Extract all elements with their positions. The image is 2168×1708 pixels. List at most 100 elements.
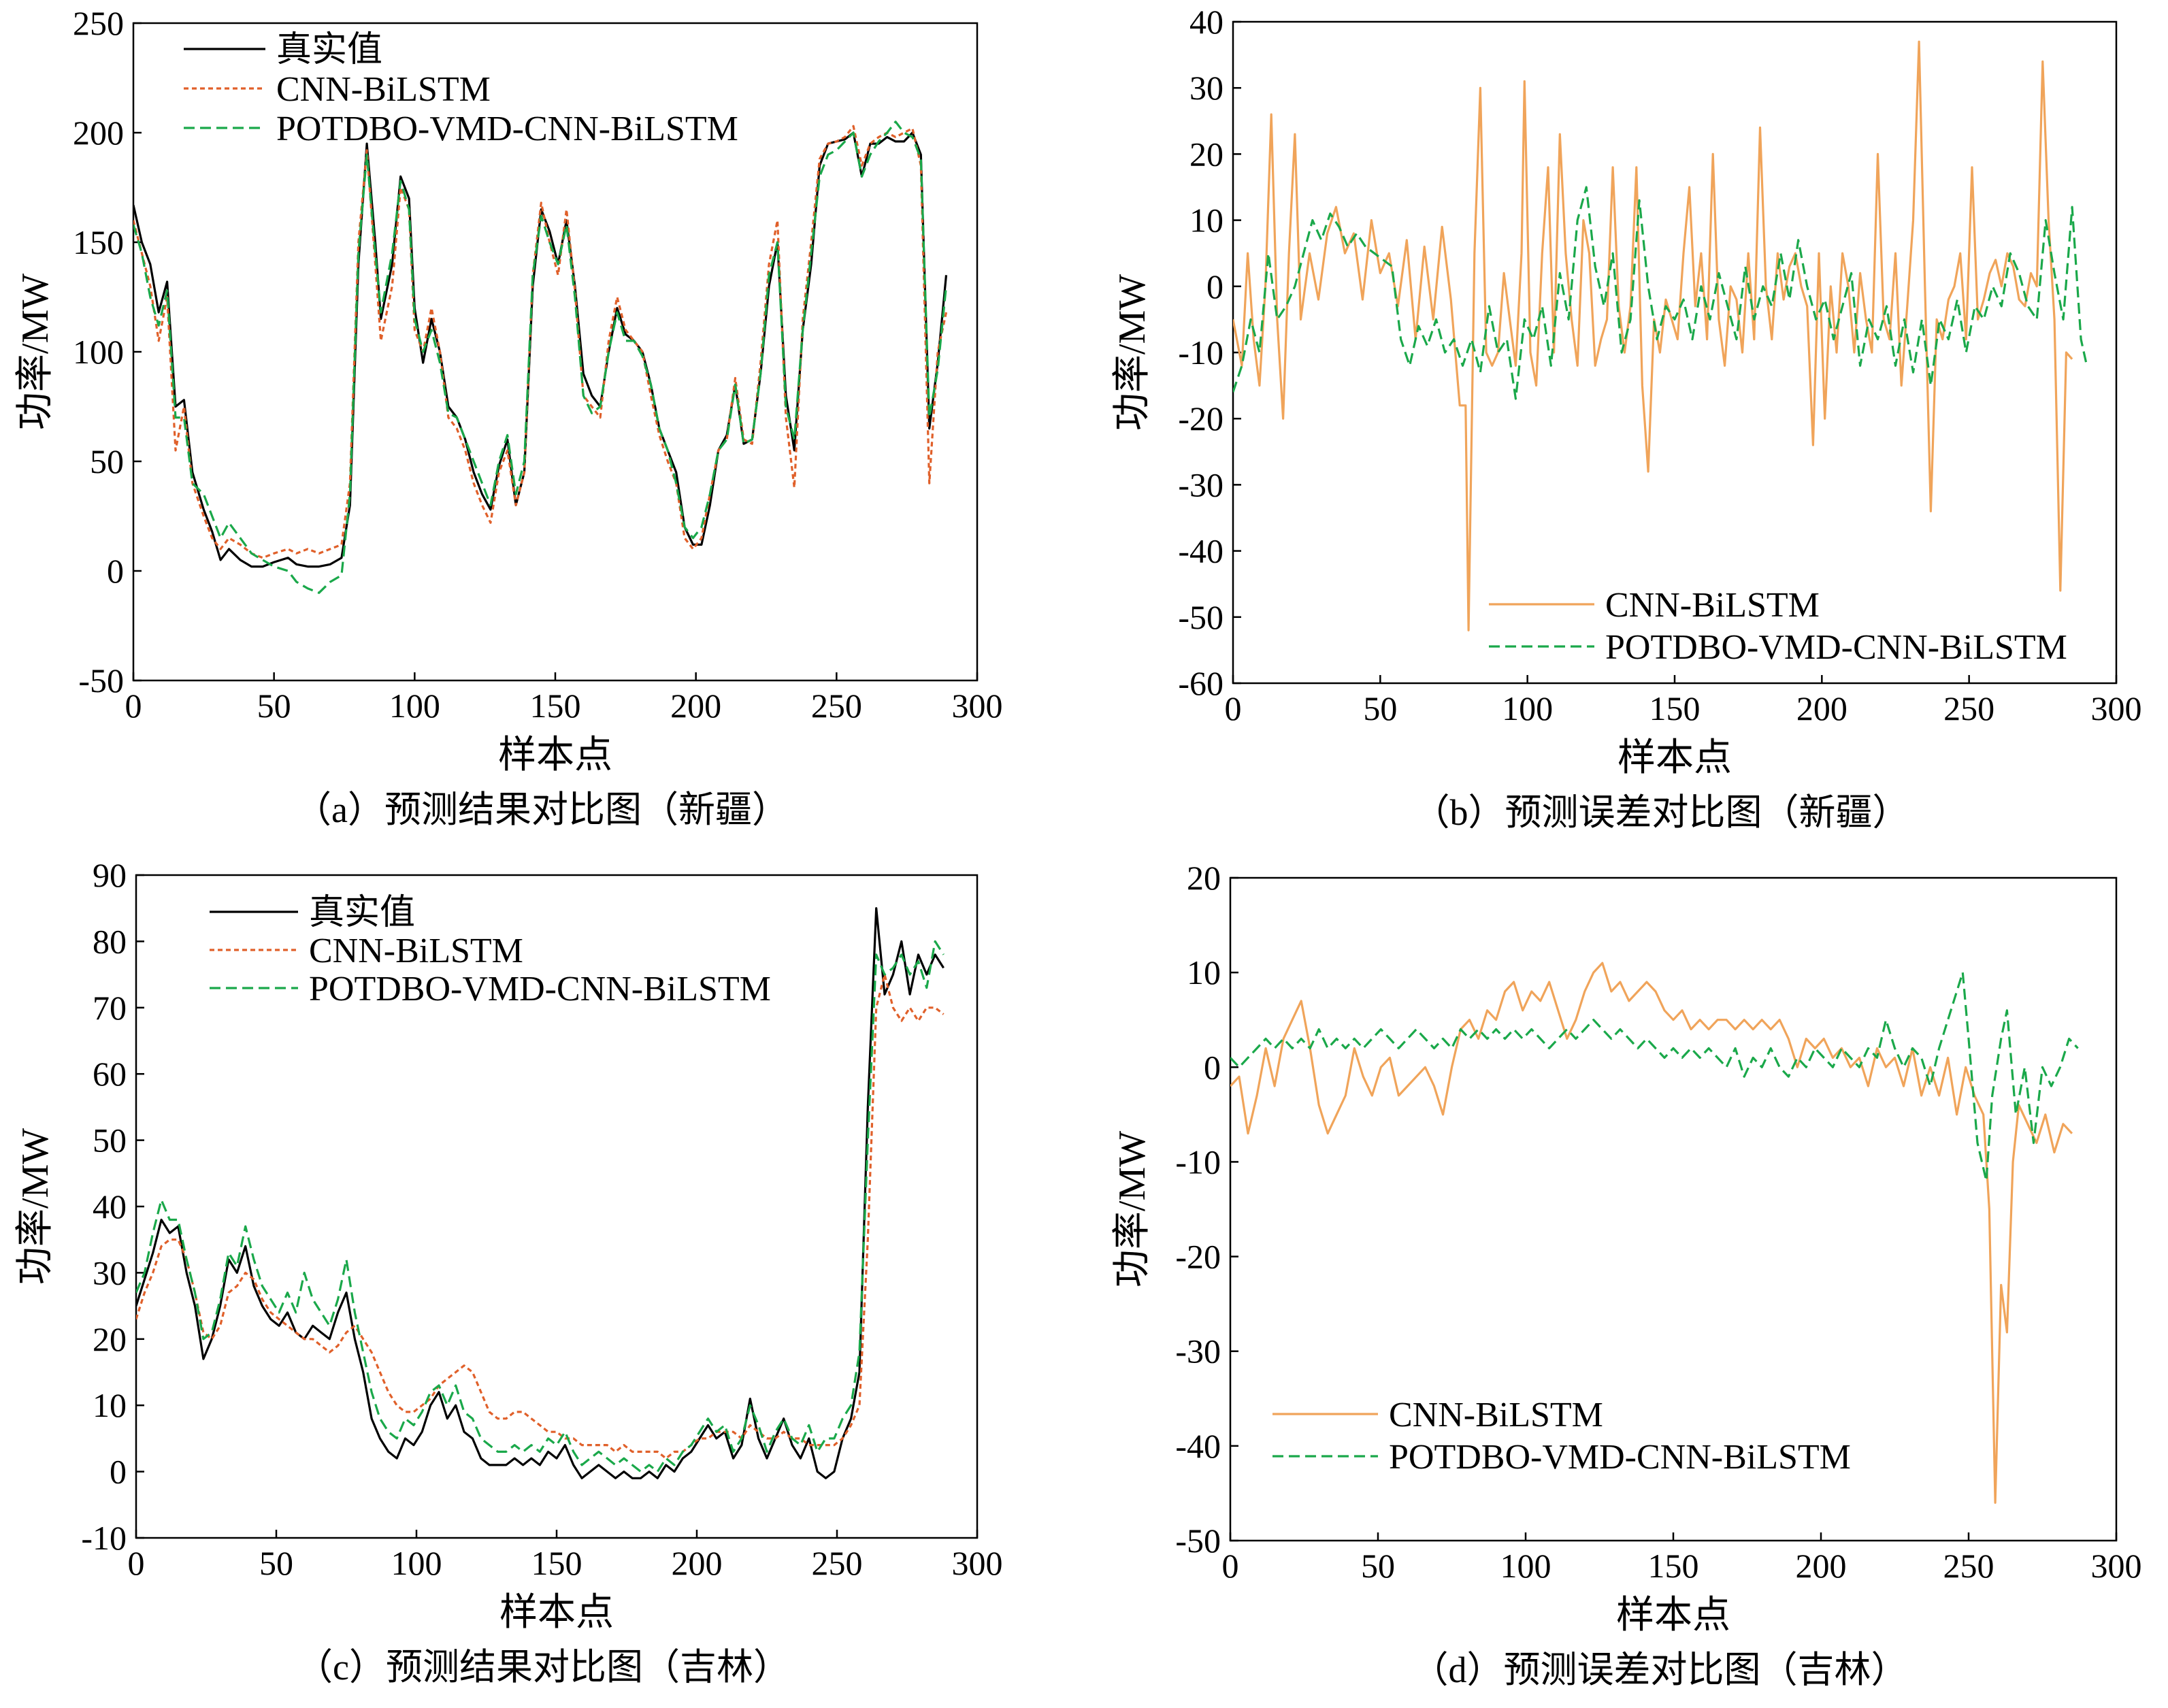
x-tick-label: 100 bbox=[391, 1544, 442, 1582]
x-tick-label: 150 bbox=[530, 687, 581, 725]
y-tick-label: 30 bbox=[1189, 69, 1223, 107]
x-tick-label: 50 bbox=[1363, 689, 1397, 727]
series-line-2 bbox=[133, 120, 948, 594]
x-tick-label: 0 bbox=[1225, 689, 1242, 727]
x-tick-label: 200 bbox=[1796, 689, 1847, 727]
y-tick-label: 70 bbox=[93, 989, 127, 1027]
legend-label: 真实值 bbox=[276, 31, 382, 69]
y-tick-label: 30 bbox=[93, 1253, 127, 1292]
y-tick-label: 10 bbox=[1189, 201, 1223, 240]
y-tick-label: -30 bbox=[1175, 1332, 1221, 1370]
y-tick-label: 10 bbox=[93, 1386, 127, 1424]
x-tick-label: 0 bbox=[1222, 1547, 1239, 1585]
chart-caption: （c）预测结果对比图（吉林） bbox=[296, 1647, 790, 1688]
y-tick-label: 60 bbox=[93, 1055, 127, 1093]
y-tick-label: 90 bbox=[93, 856, 127, 894]
y-axis-label: 功率/MW bbox=[14, 274, 56, 430]
y-tick-label: 50 bbox=[90, 442, 124, 480]
y-tick-label: 0 bbox=[1206, 267, 1223, 306]
legend-label: POTDBO-VMD-CNN-BiLSTM bbox=[1389, 1438, 1851, 1477]
y-tick-label: -10 bbox=[81, 1519, 127, 1557]
y-tick-label: -50 bbox=[78, 661, 124, 700]
y-tick-label: 150 bbox=[73, 223, 124, 261]
y-tick-label: -10 bbox=[1175, 1143, 1221, 1181]
x-axis-label: 样本点 bbox=[1616, 1594, 1730, 1637]
x-tick-label: 200 bbox=[672, 1544, 723, 1582]
y-axis-label: 功率/MW bbox=[1111, 274, 1153, 431]
legend-label: POTDBO-VMD-CNN-BiLSTM bbox=[309, 970, 771, 1008]
x-tick-label: 200 bbox=[1796, 1547, 1847, 1585]
series-line-0 bbox=[136, 907, 945, 1479]
series-line-1 bbox=[1233, 186, 2088, 400]
x-tick-label: 150 bbox=[1649, 689, 1701, 727]
y-tick-label: -60 bbox=[1178, 664, 1223, 702]
y-tick-label: 80 bbox=[93, 922, 127, 960]
x-tick-label: 250 bbox=[1943, 689, 1994, 727]
y-tick-label: 20 bbox=[1187, 859, 1221, 897]
x-tick-label: 50 bbox=[1361, 1547, 1395, 1585]
x-tick-label: 150 bbox=[1648, 1547, 1699, 1585]
y-tick-label: -20 bbox=[1178, 399, 1223, 438]
chart-caption: （d）预测误差对比图（吉林） bbox=[1412, 1649, 1908, 1690]
x-tick-label: 300 bbox=[2091, 689, 2142, 727]
chart-d: 0 50 100 150 200 250 300 -50 -40 -30 -20 -10 0 10 20 样本… bbox=[1111, 859, 2142, 1690]
y-tick-label: 0 bbox=[110, 1453, 127, 1491]
y-tick-label: 100 bbox=[73, 333, 124, 371]
chart-a: 0 50 100 150 200 250 300-50050100150200250样本点功… bbox=[14, 4, 1003, 830]
y-tick-label: -30 bbox=[1178, 465, 1223, 504]
y-tick-label: -40 bbox=[1175, 1427, 1221, 1465]
x-tick-label: 300 bbox=[952, 687, 1003, 725]
x-tick-label: 0 bbox=[128, 1544, 145, 1582]
y-tick-label: -50 bbox=[1175, 1522, 1221, 1560]
x-tick-label: 100 bbox=[1502, 689, 1553, 727]
legend-label: POTDBO-VMD-CNN-BiLSTM bbox=[1605, 628, 2067, 667]
y-tick-label: 40 bbox=[93, 1187, 127, 1226]
x-tick-label: 250 bbox=[812, 1544, 863, 1582]
x-tick-label: 250 bbox=[811, 687, 862, 725]
y-tick-label: 10 bbox=[1187, 953, 1221, 991]
x-axis-label: 样本点 bbox=[498, 734, 612, 776]
series-line-0 bbox=[1233, 40, 2073, 631]
x-tick-label: 100 bbox=[1500, 1547, 1551, 1585]
x-axis-label: 样本点 bbox=[499, 1592, 614, 1634]
legend-label: CNN-BiLSTM bbox=[276, 70, 491, 109]
series-line-1 bbox=[133, 125, 948, 559]
legend-label: CNN-BiLSTM bbox=[309, 932, 523, 970]
chart-caption: （b）预测误差对比图（新疆） bbox=[1413, 792, 1909, 833]
legend-label: CNN-BiLSTM bbox=[1605, 586, 1820, 625]
y-axis-label: 功率/MW bbox=[14, 1128, 56, 1285]
x-tick-label: 150 bbox=[531, 1544, 582, 1582]
series-line-1 bbox=[136, 973, 945, 1460]
series-line-1 bbox=[1230, 971, 2079, 1182]
legend-label: CNN-BiLSTM bbox=[1389, 1396, 1603, 1434]
y-tick-label: 0 bbox=[107, 552, 124, 590]
x-tick-label: 100 bbox=[389, 687, 440, 725]
y-tick-label: -50 bbox=[1178, 598, 1223, 636]
x-tick-label: 200 bbox=[670, 687, 721, 725]
y-tick-label: 20 bbox=[1189, 135, 1223, 173]
chart-caption: （a）预测结果对比图（新疆） bbox=[295, 789, 789, 830]
series-line-0 bbox=[1230, 962, 2073, 1504]
plot-frame bbox=[1232, 20, 2118, 685]
x-tick-label: 250 bbox=[1943, 1547, 1994, 1585]
y-tick-label: 20 bbox=[93, 1320, 127, 1358]
y-tick-label: -10 bbox=[1178, 333, 1223, 372]
y-tick-label: -40 bbox=[1178, 532, 1223, 570]
x-tick-label: 0 bbox=[125, 687, 142, 725]
x-tick-label: 300 bbox=[952, 1544, 1003, 1582]
y-tick-label: 0 bbox=[1204, 1048, 1221, 1086]
series-line-2 bbox=[136, 940, 945, 1473]
series-line-0 bbox=[133, 131, 948, 568]
legend-label: POTDBO-VMD-CNN-BiLSTM bbox=[276, 110, 738, 148]
x-tick-label: 50 bbox=[259, 1544, 293, 1582]
x-axis-label: 样本点 bbox=[1617, 737, 1732, 779]
y-tick-label: -20 bbox=[1175, 1238, 1221, 1276]
legend-label: 真实值 bbox=[309, 893, 415, 932]
y-tick-label: 40 bbox=[1189, 3, 1223, 41]
y-tick-label: 50 bbox=[93, 1121, 127, 1160]
chart-b: 0 50 100 150 200 250 300 -60 -50 -40 -30 -20 -10 0 10 2… bbox=[1111, 3, 2142, 833]
